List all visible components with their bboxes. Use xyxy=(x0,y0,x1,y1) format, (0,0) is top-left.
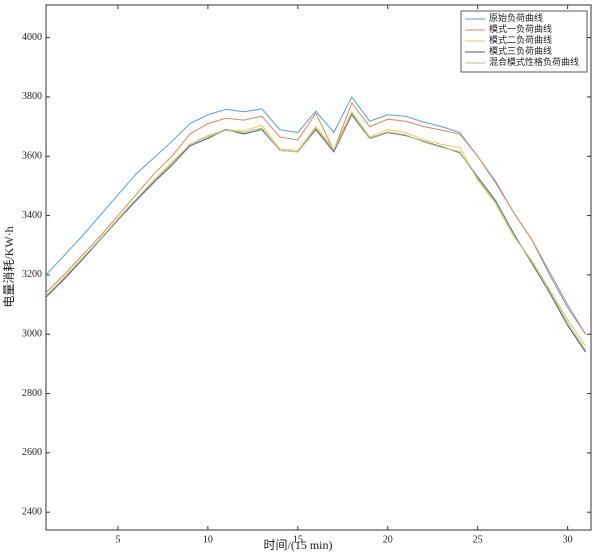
legend-label: 模式三负荷曲线 xyxy=(489,45,552,56)
y-tick-label: 2600 xyxy=(22,447,42,458)
y-tick-label: 3000 xyxy=(22,329,42,340)
y-tick-label: 3800 xyxy=(22,91,42,102)
series-line xyxy=(45,101,587,335)
series-line xyxy=(45,113,587,353)
y-tick-label: 4000 xyxy=(22,32,42,43)
series-line xyxy=(45,112,587,351)
x-tick-label: 15 xyxy=(293,534,303,545)
y-tick-label: 3600 xyxy=(22,151,42,162)
x-axis-label: 时间/(15 min) xyxy=(264,538,333,552)
y-tick-label: 3400 xyxy=(22,210,42,221)
x-tick-label: 30 xyxy=(563,534,573,545)
y-tick-label: 2400 xyxy=(22,507,42,518)
y-axis-label: 电量消耗/KW·h xyxy=(2,226,16,307)
series-line xyxy=(45,95,587,335)
x-tick-label: 25 xyxy=(473,534,483,545)
plot-frame xyxy=(45,4,592,531)
series-line xyxy=(45,110,587,347)
legend-label: 原始负荷曲线 xyxy=(489,12,543,23)
legend-label: 模式二负荷曲线 xyxy=(489,34,552,45)
x-tick-label: 5 xyxy=(115,534,120,545)
legend-label: 混合模式性格负荷曲线 xyxy=(489,56,579,67)
x-tick-label: 20 xyxy=(383,534,393,545)
y-tick-label: 2800 xyxy=(22,388,42,399)
legend-label: 模式一负荷曲线 xyxy=(489,23,552,34)
y-tick-label: 3200 xyxy=(22,269,42,280)
x-tick-label: 10 xyxy=(203,534,213,545)
